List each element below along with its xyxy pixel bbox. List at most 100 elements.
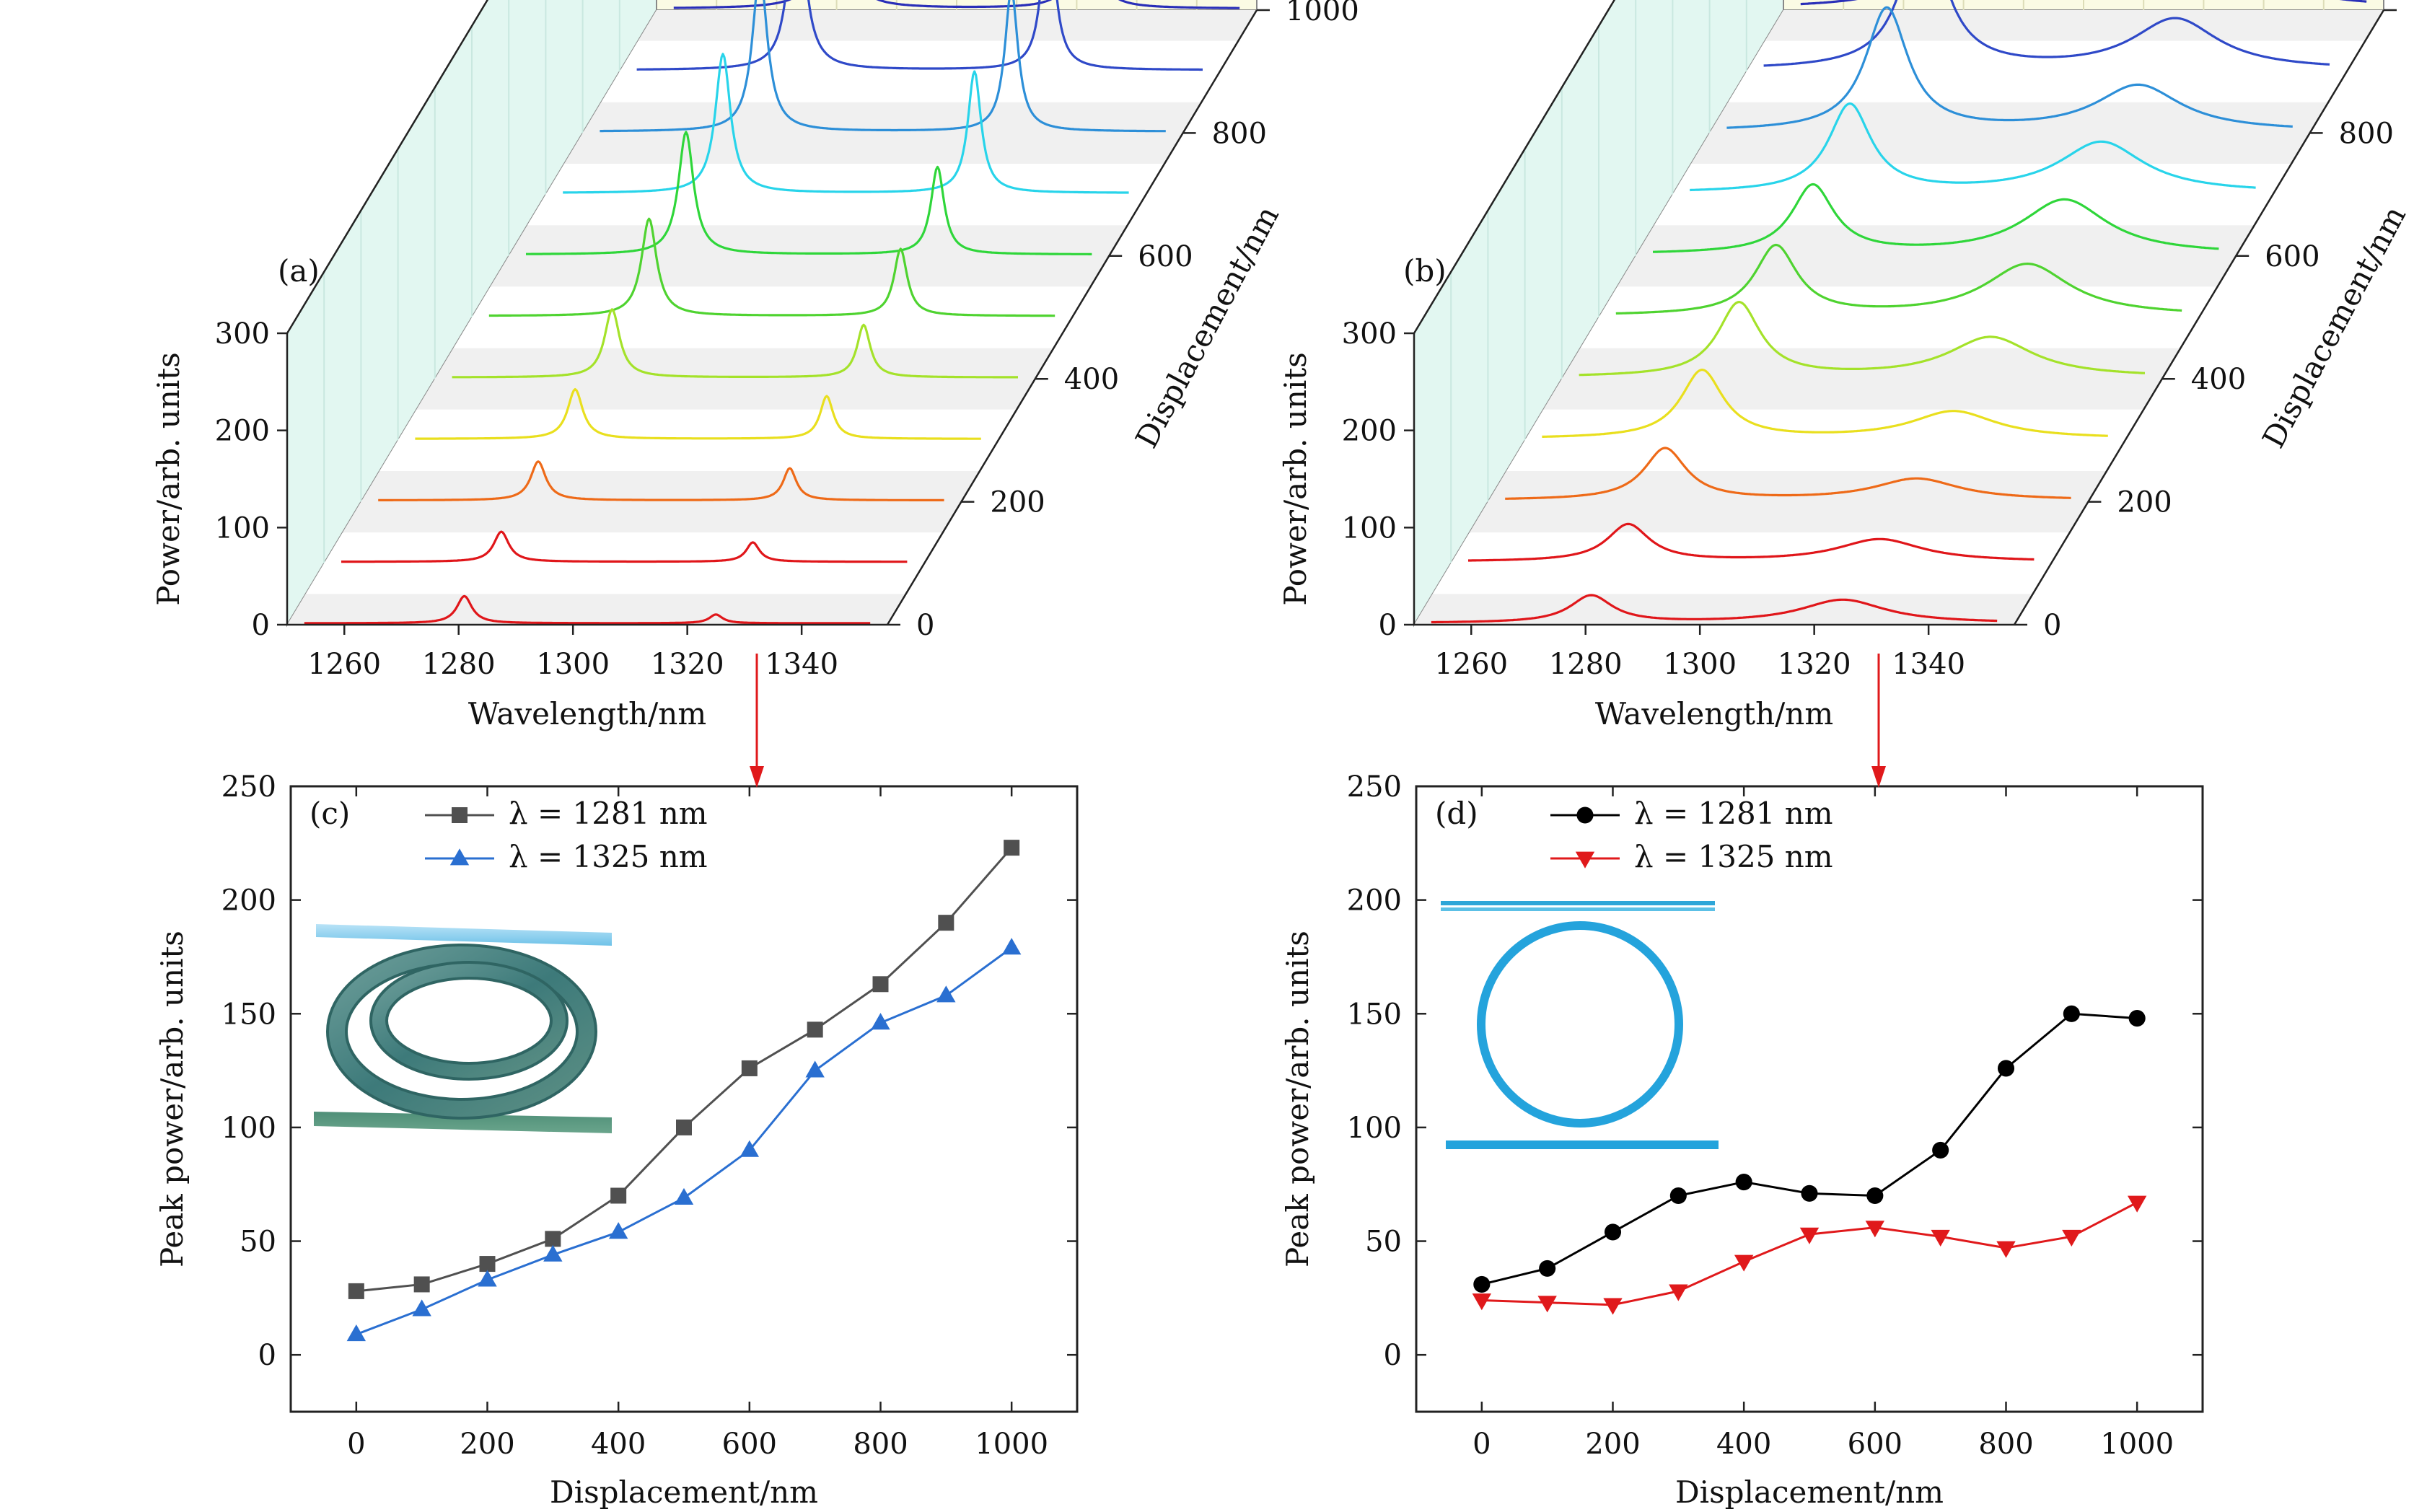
spectrum-series-line: [1763, 0, 2330, 67]
legend-label: λ = 1281 nm: [509, 796, 708, 831]
y-tick-label: 0: [1379, 609, 1397, 642]
y-tick-label: 100: [1347, 1112, 1402, 1145]
x-tick-label: 1320: [651, 648, 724, 681]
data-point-marker: [1669, 1284, 1688, 1301]
panel-a-waterfall: (a) 1260 1280 1300 1320 1340 0 100 200 300 0 200 40…: [151, 0, 1359, 731]
spectrum-series-line: [1468, 522, 2035, 562]
panel-label: (d): [1435, 796, 1478, 831]
data-point-marker: [872, 976, 889, 993]
data-point-marker: [1865, 1221, 1885, 1238]
data-point-marker: [1734, 1254, 1754, 1272]
data-point-marker: [2127, 1195, 2147, 1213]
spectrum-series-line: [1690, 102, 2256, 192]
data-point-marker: [1735, 1174, 1752, 1191]
x-tick-label: 0: [1472, 1428, 1491, 1461]
y-tick-label: 100: [1342, 511, 1397, 545]
y-tick-label: 250: [221, 770, 276, 804]
z-axis-line: [2013, 9, 2385, 625]
floor-strip: [1469, 471, 2107, 533]
z-tick-label: 600: [1138, 240, 1193, 273]
x-tick-label: 800: [853, 1428, 908, 1461]
y-tick-label: 200: [221, 884, 276, 918]
x-tick-label: 1000: [975, 1428, 1048, 1461]
panel-a-label: (a): [278, 253, 320, 289]
x-tick-label: 1260: [1434, 648, 1508, 681]
floor-strip: [1765, 10, 2384, 41]
data-point-marker: [741, 1060, 758, 1076]
y-tick-label: 100: [221, 1112, 276, 1145]
data-point-marker: [2063, 1005, 2080, 1022]
spectrum-series-line: [452, 308, 1018, 379]
data-point-marker: [452, 807, 468, 823]
floor-strip: [638, 10, 1257, 41]
spectrum-series-line: [415, 387, 981, 440]
z-tick-label: 1000: [2413, 0, 2414, 27]
data-point-marker: [1799, 1227, 1820, 1244]
data-point-marker: [1604, 1223, 1622, 1241]
legend-label: λ = 1281 nm: [1634, 796, 1833, 831]
panel-d-line-chart: 0 200 400 600 800 1000 0 50 100 150 200 250 Displace…: [1280, 770, 2204, 1510]
z-tick-label: 800: [1212, 117, 1267, 150]
floor-strip: [564, 102, 1202, 164]
z-tick-label: 0: [916, 609, 934, 642]
panel-c-inset-ring-resonator: [314, 924, 612, 1133]
x-axis-title: Displacement/nm: [1675, 1474, 1944, 1510]
x-tick-label: 1320: [1778, 648, 1851, 681]
z-tick-label: 600: [2265, 240, 2319, 273]
data-point-marker: [412, 1299, 431, 1317]
z-tick-label: 0: [2043, 609, 2061, 642]
data-point-marker: [1997, 1060, 2015, 1077]
data-point-marker: [805, 1060, 825, 1078]
floor-strip: [305, 532, 943, 594]
floor-strip: [1654, 164, 2291, 226]
floor-strip: [601, 40, 1239, 102]
floor-strip: [1580, 286, 2218, 348]
panel-d-inset-ring-resonator: [1441, 901, 1719, 1149]
data-point-marker: [2128, 1010, 2146, 1027]
y-tick-label: 250: [1347, 770, 1402, 804]
floor-strip: [287, 594, 906, 625]
x-tick-label: 400: [1716, 1428, 1771, 1461]
y-tick-label: 0: [1384, 1339, 1402, 1372]
top-edge-line: [1413, 0, 1616, 334]
panel-label: (c): [310, 796, 350, 831]
y-tick-label: 150: [221, 998, 276, 1031]
floor-strip: [379, 409, 1017, 471]
x-tick-label: 800: [1978, 1428, 2033, 1461]
data-point-marker: [608, 1222, 628, 1239]
z-tick-label: 1000: [1286, 0, 1359, 27]
legend-label: λ = 1325 nm: [1634, 839, 1833, 874]
x-tick-label: 1280: [422, 648, 496, 681]
x-tick-label: 1000: [2100, 1428, 2174, 1461]
spectrum-series-line: [304, 594, 871, 625]
z-axis-title: Displacement/nm: [2255, 200, 2413, 454]
data-point-marker: [545, 1231, 561, 1247]
x-axis-title: Wavelength/nm: [1595, 696, 1833, 731]
z-tick-label: 800: [2339, 117, 2394, 150]
data-point-marker: [1575, 851, 1595, 869]
x-tick-label: 600: [1848, 1428, 1902, 1461]
data-point-marker: [1932, 1141, 1949, 1159]
spectrum-series-line: [1542, 368, 2108, 439]
spectrum-series-line: [1726, 6, 2293, 129]
data-point-marker: [413, 1276, 430, 1293]
y-tick-label: 50: [1365, 1226, 1402, 1259]
data-point-marker: [1001, 938, 1022, 955]
data-point-marker: [1603, 1298, 1623, 1315]
plot-frame: [289, 785, 1079, 1413]
y-tick-label: 100: [215, 511, 270, 545]
data-point-marker: [676, 1119, 692, 1135]
x-tick-label: 200: [460, 1428, 514, 1461]
floor-strip: [527, 164, 1164, 226]
y-axis-title: Power/arb. units: [1278, 352, 1313, 606]
data-point-marker: [1004, 840, 1020, 856]
data-point-marker: [1473, 1275, 1491, 1293]
floor-strip: [1414, 594, 2033, 625]
z-tick-label: 400: [1064, 363, 1119, 396]
spectrum-series-line: [636, 0, 1203, 71]
z-axis-title: Displacement/nm: [1128, 200, 1286, 454]
x-tick-label: 1260: [307, 648, 381, 681]
y-tick-label: 200: [1347, 884, 1402, 918]
floor-strip: [1543, 348, 2181, 410]
